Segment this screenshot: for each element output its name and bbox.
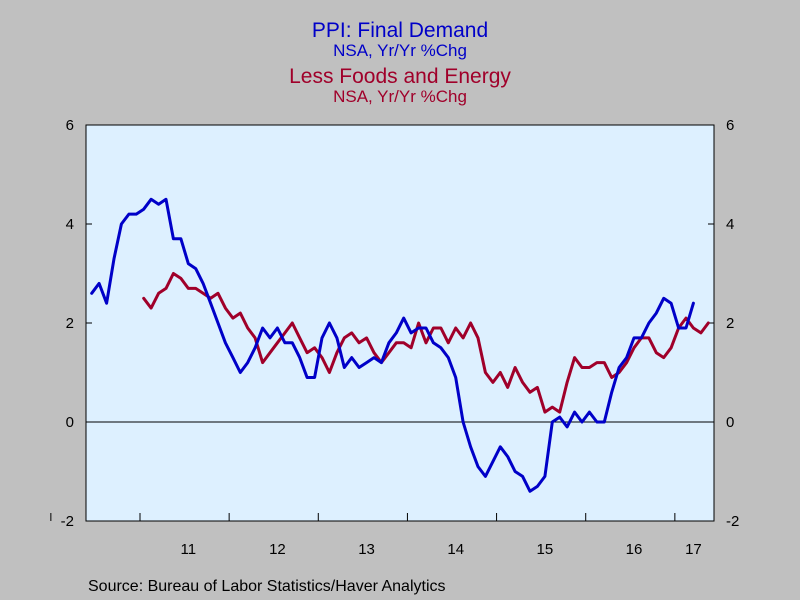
series-line-less-foods-energy [142, 272, 710, 414]
y-tick-label-left: 4 [66, 216, 74, 233]
x-tick-label: 17 [685, 541, 702, 558]
x-tick-label: 11 [180, 541, 196, 558]
x-tick-label: 13 [358, 541, 375, 558]
y-tick-label-right: 6 [726, 117, 734, 134]
y-tick-label-right: 0 [726, 414, 734, 431]
chart-title-2: Less Foods and Energy NSA, Yr/Yr %Chg [0, 66, 800, 106]
y-tick-label-left: 2 [66, 315, 74, 332]
chart-title-1: PPI: Final Demand NSA, Yr/Yr %Chg [0, 20, 800, 60]
y-tick-label-right: 4 [726, 216, 734, 233]
y-tick-label-right: 2 [726, 315, 734, 332]
y-tick-label-left: 6 [66, 117, 74, 134]
x-tick-label: 14 [447, 541, 464, 558]
source-note: Source: Bureau of Labor Statistics/Haver… [88, 578, 446, 595]
x-tick-label: 16 [626, 541, 643, 558]
subtitle-less-foods-energy: NSA, Yr/Yr %Chg [333, 87, 467, 106]
title-less-foods-energy: Less Foods and Energy [289, 65, 511, 88]
y-tick-label-left: -2 [61, 513, 74, 530]
x-tick-label: 12 [269, 541, 286, 558]
title-ppi-final-demand: PPI: Final Demand [311, 19, 489, 42]
x-tick-label: 15 [537, 541, 554, 558]
y-tick-label-left: 0 [66, 414, 74, 431]
subtitle-ppi-final-demand: NSA, Yr/Yr %Chg [333, 41, 467, 60]
plot-frame [85, 124, 715, 522]
y-tick-label-right: -2 [726, 513, 739, 530]
series-line-ppi-final-demand [90, 197, 695, 493]
